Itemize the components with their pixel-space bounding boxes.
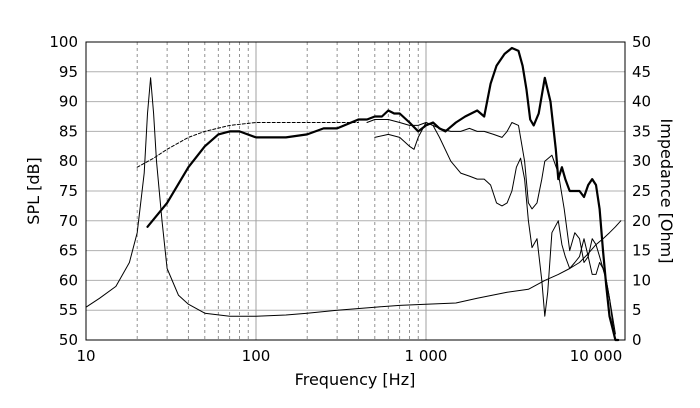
y-tick-label: 100: [49, 33, 78, 51]
x-tick-label: 100: [242, 347, 271, 365]
y-tick-label: 65: [59, 242, 78, 260]
y2-tick-label: 20: [632, 212, 651, 230]
x-axis-title: Frequency [Hz]: [295, 370, 416, 389]
series-line-spl-dashed: [136, 122, 359, 168]
y2-tick-label: 5: [632, 301, 642, 319]
y-axis-title: SPL [dB]: [24, 157, 43, 224]
y2-tick-label: 45: [632, 63, 651, 81]
y-tick-label: 80: [59, 152, 78, 170]
x-tick-label: 10 000: [570, 347, 623, 365]
x-tick-label: 1 000: [405, 347, 448, 365]
y2-tick-label: 40: [632, 93, 651, 111]
series-group: [85, 46, 622, 342]
y2-tick-label: 30: [632, 152, 651, 170]
y-tick-label: 85: [59, 122, 78, 140]
y2-tick-label: 10: [632, 271, 651, 289]
y2-tick-label: 15: [632, 242, 651, 260]
series-line-impedance: [85, 77, 622, 317]
y-tick-label: 55: [59, 301, 78, 319]
x-tick-label: 10: [76, 347, 95, 365]
y2-tick-label: 25: [632, 182, 651, 200]
y-tick-label: 50: [59, 331, 78, 349]
grid: [86, 42, 625, 340]
y-tick-label: 70: [59, 212, 78, 230]
y2-axis-title: Impedance [Ohm]: [657, 119, 676, 264]
y-tick-label: 60: [59, 271, 78, 289]
y2-tick-label: 35: [632, 122, 651, 140]
y-tick-label: 95: [59, 63, 78, 81]
series-line-spl-on-axis: [146, 46, 620, 342]
y2-tick-label: 50: [632, 33, 651, 51]
y-tick-label: 75: [59, 182, 78, 200]
tick-labels: 50 55 60 65 70 75 80 85 90 95 100 0 5 10 15 20 25 30 35 40 4…: [49, 33, 651, 365]
plot-frame: [85, 41, 626, 341]
y-tick-label: 90: [59, 93, 78, 111]
series-line-spl-off-axis-2: [374, 122, 616, 341]
y2-tick-label: 0: [632, 331, 642, 349]
